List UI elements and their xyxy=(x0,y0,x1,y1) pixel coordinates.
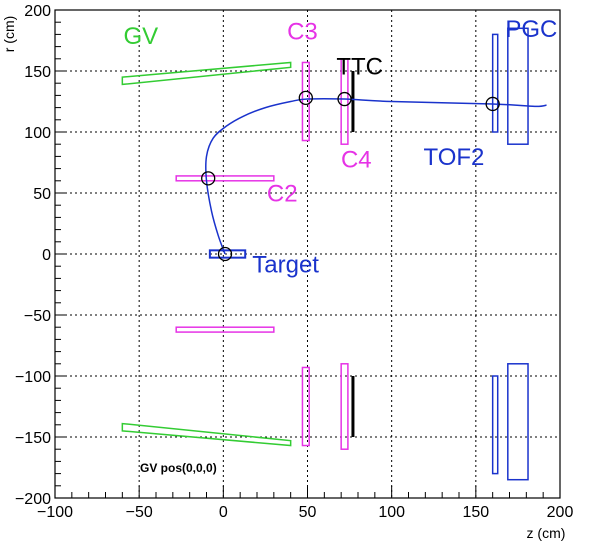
detector-labels: GV C3 TTC PGC C4 TOF2 C2 Target xyxy=(124,16,558,278)
detector-label: PGC xyxy=(505,16,557,43)
x-tick-label: −50 xyxy=(126,504,153,521)
hit-marker xyxy=(298,90,313,105)
hit-marker xyxy=(217,246,233,262)
c3-chamber xyxy=(301,61,310,142)
detector-outlines xyxy=(121,27,529,481)
grid-lines xyxy=(55,10,560,498)
detector-label: Target xyxy=(252,251,319,278)
x-tick-label: 0 xyxy=(219,504,228,521)
y-axis-title: r (cm) xyxy=(1,16,17,53)
hit-marker xyxy=(337,91,352,107)
gv-veto-counter xyxy=(121,61,292,86)
detector-label: C2 xyxy=(267,181,298,208)
x-tick-label: −100 xyxy=(37,504,73,521)
x-tick-label: 150 xyxy=(462,504,489,521)
x-tick-label: 50 xyxy=(299,504,317,521)
c2-chamber xyxy=(175,326,275,333)
y-tick-label: −100 xyxy=(15,369,51,386)
target-box xyxy=(208,249,247,259)
gv-veto-counter xyxy=(121,422,292,447)
c4-chamber xyxy=(340,363,349,450)
y-tick-label: 200 xyxy=(24,3,51,20)
y-tick-label: −200 xyxy=(15,491,51,508)
detector-label: C4 xyxy=(341,146,372,173)
y-tick-label: 150 xyxy=(24,64,51,81)
y-tick-label: 0 xyxy=(42,247,51,264)
c2-chamber xyxy=(175,175,275,182)
y-tick-label: 50 xyxy=(33,186,51,203)
y-tick-label: 100 xyxy=(24,125,51,142)
c4-chamber xyxy=(340,58,349,145)
detector-label: TTC xyxy=(336,54,383,81)
hit-marker xyxy=(485,96,500,112)
c3-chamber xyxy=(301,366,310,447)
tof2-counter xyxy=(491,33,499,133)
tof2-counter xyxy=(491,375,499,475)
pgc-counter xyxy=(507,363,529,481)
plot-note: GV pos(0,0,0) xyxy=(140,461,217,475)
axis-ticks xyxy=(54,9,561,499)
y-tick-label: −150 xyxy=(15,430,51,447)
detector-label: C3 xyxy=(287,18,318,45)
tick-labels: −100 −50 0 50 100 150 200 −200 −150 −100 −50 0 50 100… xyxy=(15,3,573,521)
particle-track xyxy=(205,98,547,255)
pgc-counter xyxy=(507,27,529,145)
detector-label: TOF2 xyxy=(423,144,484,171)
track-hits xyxy=(201,90,500,262)
x-tick-label: 200 xyxy=(547,504,574,521)
track-curve xyxy=(205,98,547,255)
hit-marker xyxy=(201,171,216,186)
x-tick-label: 100 xyxy=(378,504,405,521)
x-axis-title: z (cm) xyxy=(527,525,566,541)
detector-label: GV xyxy=(124,23,159,50)
y-tick-label: −50 xyxy=(24,308,51,325)
